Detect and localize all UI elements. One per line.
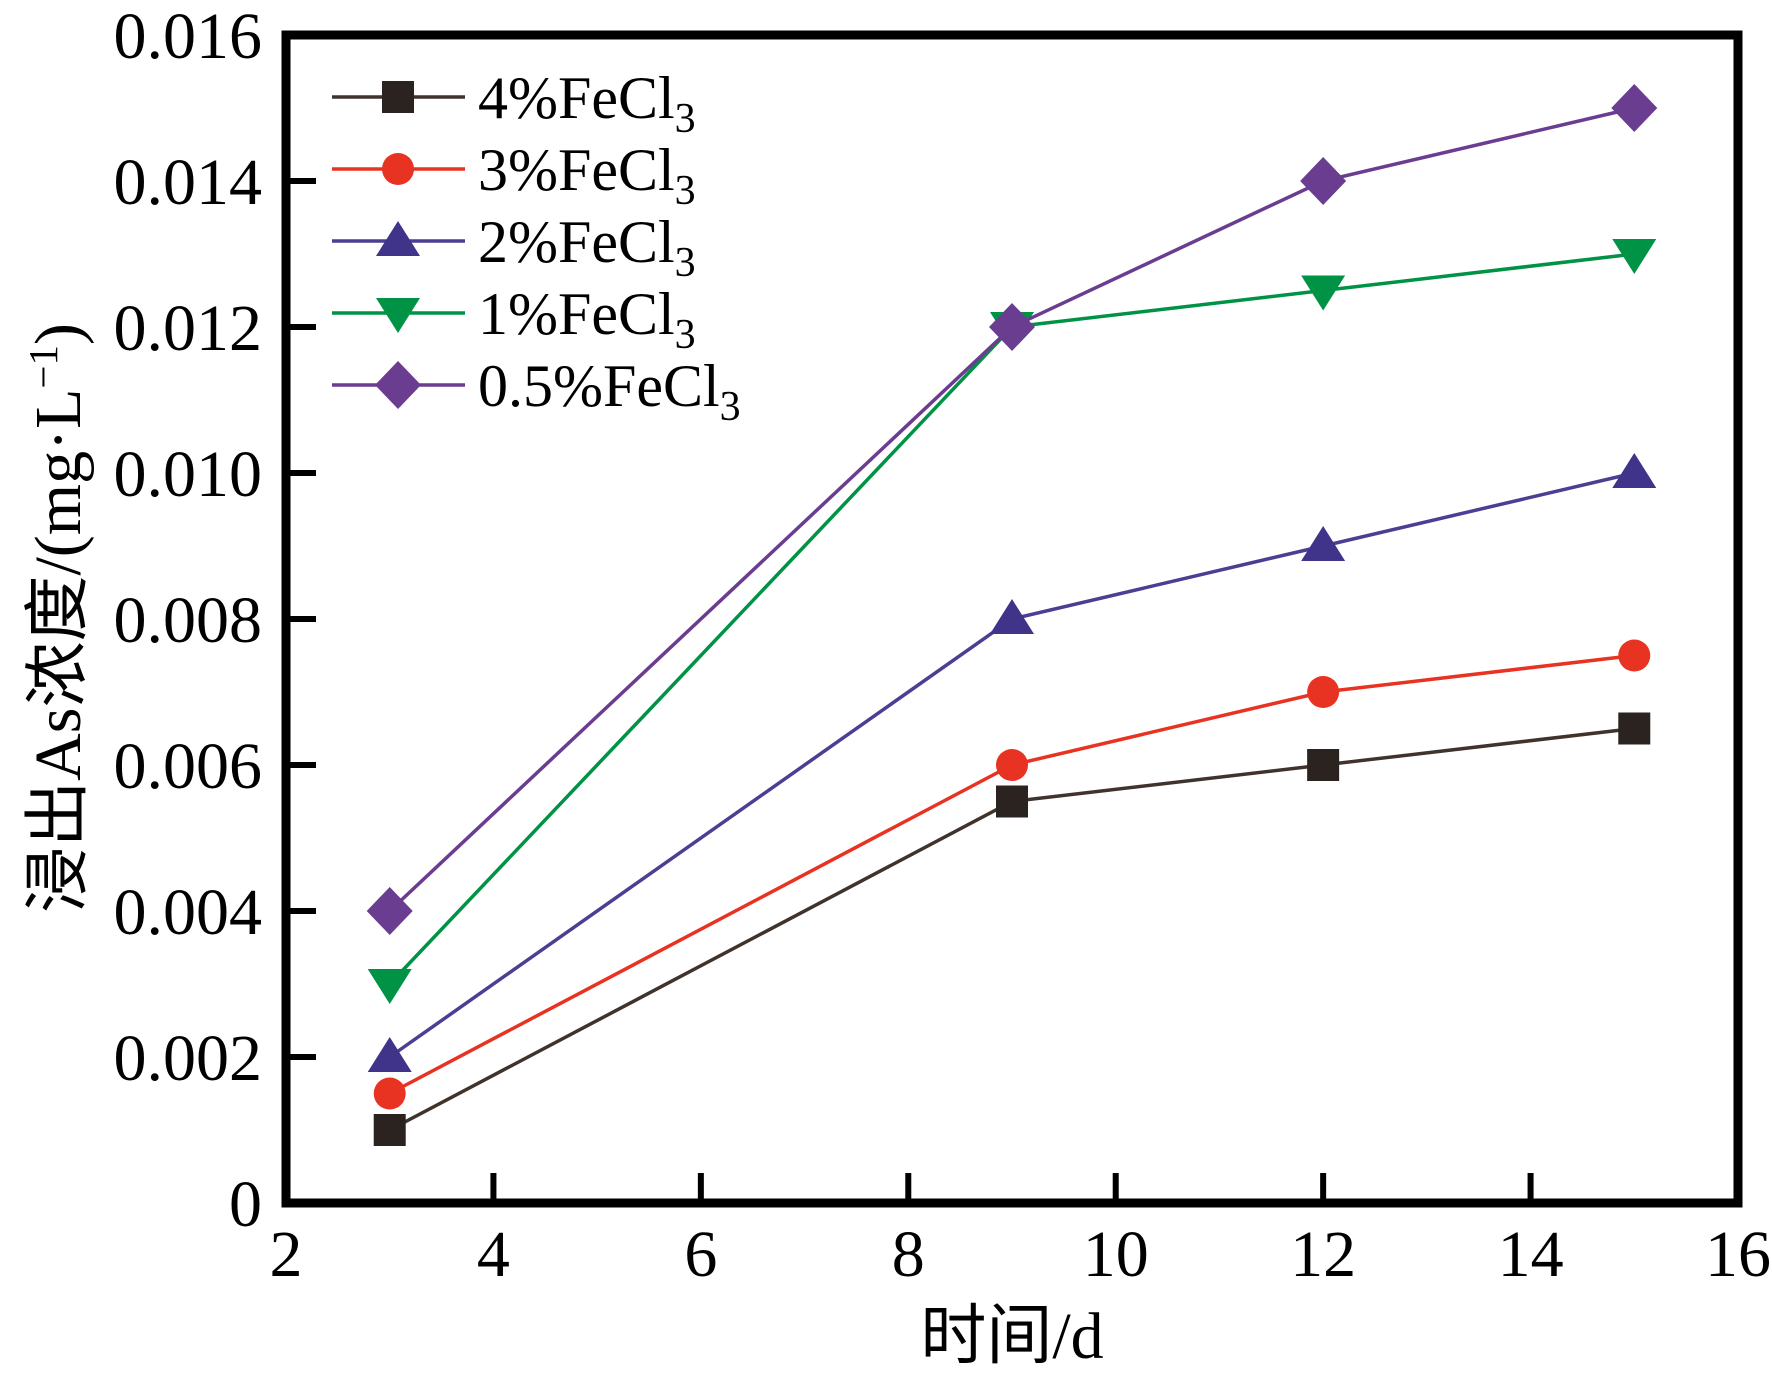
x-tick-label: 10 (1083, 1218, 1149, 1291)
data-point-1-fecl3 (367, 969, 412, 1004)
series-line-0-5-fecl3 (388, 106, 1635, 913)
data-point-3-fecl3 (373, 1077, 406, 1110)
data-point-2-fecl3 (1301, 526, 1346, 561)
legend-label: 4%FeCl3 (478, 65, 696, 142)
data-point-1-fecl3 (1301, 275, 1346, 311)
legend-item: 0.5%FeCl3 (332, 353, 741, 430)
x-tick-label: 6 (684, 1218, 717, 1291)
legend-label: 2%FeCl3 (478, 209, 696, 286)
legend-item: 1%FeCl3 (332, 281, 696, 358)
plot-frame (281, 30, 1743, 1208)
data-point-1-fecl3 (1612, 239, 1657, 274)
y-axis-title: 浸出As浓度/(mg·L−1) (4, 323, 100, 913)
legend-marker-circle (382, 153, 414, 185)
legend-label: 1%FeCl3 (478, 281, 696, 358)
x-tick-label: 4 (477, 1218, 510, 1291)
x-tick-label: 14 (1498, 1218, 1564, 1291)
legend-label: 0.5%FeCl3 (478, 353, 741, 430)
data-point-4-fecl3 (373, 1114, 406, 1146)
legend-marker-square (382, 81, 414, 113)
data-point-0-5-fecl3 (989, 303, 1035, 351)
y-tick-label: 0.016 (114, 0, 263, 73)
data-point-3-fecl3 (1618, 639, 1651, 672)
series-line-2-fecl3 (388, 471, 1635, 1059)
data-point-4-fecl3 (1618, 712, 1651, 745)
series-line-3-fecl3 (388, 653, 1635, 1096)
x-tick-label: 12 (1290, 1218, 1356, 1291)
y-axis-title-pre: 浸出As浓度/(mg·L (22, 388, 95, 913)
x-axis-title: 时间/d (286, 1282, 1738, 1378)
y-tick-label: 0.008 (114, 584, 263, 657)
series-3-fecl3 (373, 639, 1651, 1110)
y-tick-label: 0.004 (114, 876, 263, 949)
legend-item: 4%FeCl3 (332, 65, 696, 142)
data-point-0-5-fecl3 (1611, 84, 1658, 132)
y-tick-label: 0.012 (114, 292, 263, 365)
legend-item: 2%FeCl3 (332, 209, 696, 286)
y-tick-label: 0.014 (114, 146, 263, 219)
legend-item: 3%FeCl3 (332, 137, 696, 214)
data-point-3-fecl3 (996, 749, 1028, 781)
data-point-2-fecl3 (1612, 453, 1657, 488)
y-axis-title-sup: −1 (21, 345, 66, 389)
x-tick-label: 16 (1705, 1218, 1771, 1291)
y-tick-label: 0.010 (114, 438, 263, 511)
x-tick-label: 8 (892, 1218, 925, 1291)
data-point-0-5-fecl3 (1300, 157, 1347, 205)
x-axis-title-text: 时间/d (920, 1300, 1104, 1373)
series-line-4-fecl3 (388, 726, 1635, 1132)
y-tick-label: 0.002 (114, 1022, 263, 1095)
data-point-4-fecl3 (1307, 749, 1340, 781)
y-tick-label: 0 (229, 1168, 262, 1241)
legend-marker-triangle-up (376, 221, 420, 256)
series-2-fecl3 (367, 453, 1657, 1072)
series-0-5-fecl3 (366, 84, 1658, 935)
legend-marker-diamond (375, 361, 421, 409)
legend-marker-triangle-down (376, 298, 420, 333)
data-point-3-fecl3 (1307, 676, 1340, 708)
y-axis-title-post: ) (22, 323, 95, 346)
series-line-1-fecl3 (388, 252, 1635, 986)
series-4-fecl3 (373, 712, 1651, 1146)
data-point-2-fecl3 (367, 1037, 412, 1072)
y-tick-label: 0.006 (114, 730, 263, 803)
legend-label: 3%FeCl3 (478, 137, 696, 214)
x-tick-label: 2 (270, 1218, 303, 1291)
data-point-0-5-fecl3 (366, 887, 413, 935)
data-point-4-fecl3 (996, 785, 1028, 818)
data-point-2-fecl3 (990, 599, 1034, 634)
